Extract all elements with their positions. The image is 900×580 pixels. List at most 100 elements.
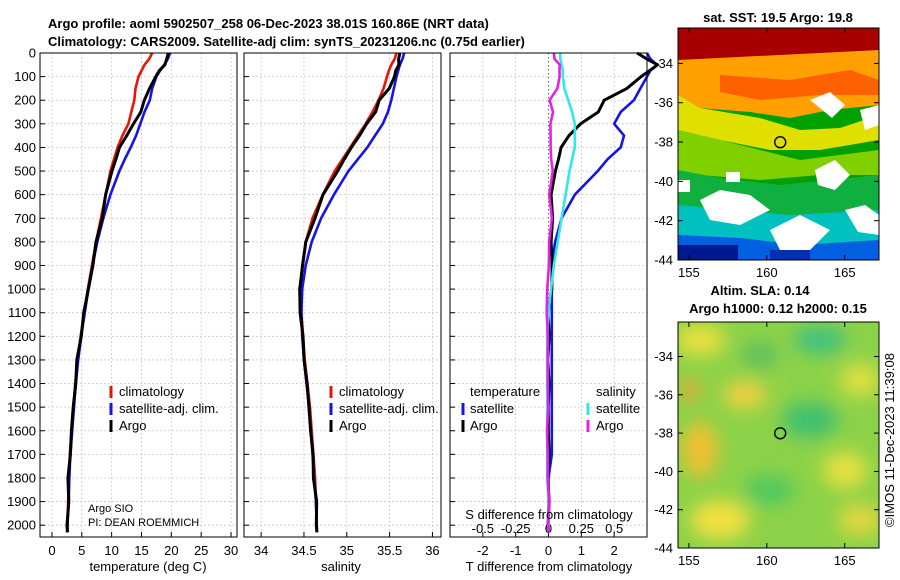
map-x-tick-label: 165 (834, 265, 856, 280)
plot-frame (449, 52, 648, 538)
depth-tick-label: 200 (14, 93, 36, 108)
map-y-tick-label: -36 (654, 95, 673, 110)
depth-tick-label: 1300 (7, 352, 36, 367)
series-line-s-argo (545, 52, 561, 533)
legend-label-argo: Argo (119, 418, 146, 433)
map-y-tick-label: -34 (654, 349, 673, 364)
difference-legend: temperature satellite Argo salinity sate… (461, 384, 640, 433)
map-y-tick-label: -44 (654, 253, 673, 268)
x2-tick-label: 0.25 (569, 521, 594, 536)
depth-tick-label: 1000 (7, 282, 36, 297)
map-y-tick-label: -38 (654, 426, 673, 441)
credit-institution: Argo SIO (88, 503, 134, 515)
temperature-legend: climatology satellite-adj. clim. Argo (109, 384, 219, 433)
sla-map-axes: 155 160 165 -34 -36 -38 -40 -42 -44 (654, 322, 879, 568)
depth-tick-label: 1900 (7, 494, 36, 509)
x-tick-label: 25 (194, 543, 208, 558)
series-line-t-argo (546, 51, 660, 533)
x-tick-label: 2 (611, 543, 618, 558)
float-position-marker (774, 136, 787, 149)
x-tick-label: 0 (545, 543, 552, 558)
temperature-xlabel: temperature (deg C) (89, 559, 206, 574)
depth-tick-label: 400 (14, 140, 36, 155)
credit-pi: PI: DEAN ROEMMICH (88, 517, 199, 529)
figure-title-line1: Argo profile: aoml 5902507_258 06-Dec-20… (48, 16, 489, 31)
x-tick-label: 15 (134, 543, 148, 558)
depth-tick-label: 800 (14, 234, 36, 249)
depth-tick-label: 700 (14, 211, 36, 226)
legend-label-argo: Argo (339, 418, 366, 433)
x-tick-label: -2 (477, 543, 489, 558)
x-tick-label: 20 (164, 543, 178, 558)
series-line-t-satellite (547, 52, 659, 533)
salinity-legend: climatology satellite-adj. clim. Argo (329, 384, 439, 433)
x-tick-label: 5 (78, 543, 85, 558)
legend-title-salinity: salinity (596, 384, 636, 399)
plot-frame (39, 52, 238, 538)
x2-tick-label: -0.25 (501, 521, 531, 536)
map-x-tick-label: 155 (678, 553, 700, 568)
map-y-tick-label: -40 (654, 174, 673, 189)
imos-watermark: ©IMOS 11-Dec-2023 11:39:08 (882, 353, 897, 527)
map-x-tick-label: 160 (756, 265, 778, 280)
depth-tick-label: 2000 (7, 518, 36, 533)
legend-label-satellite: satellite-adj. clim. (339, 401, 439, 416)
legend-label-climatology: climatology (339, 384, 405, 399)
x-tick-label: 10 (104, 543, 118, 558)
x2-tick-label: 0.5 (605, 521, 623, 536)
depth-tick-label: 1700 (7, 447, 36, 462)
depth-tick-label: 300 (14, 116, 36, 131)
legend-title-temperature: temperature (470, 384, 540, 399)
sla-map-title: Altim. SLA: 0.14 (711, 283, 811, 298)
sla-map-title2: Argo h1000: 0.12 h2000: 0.15 (689, 301, 867, 316)
x-tick-label: 34.5 (291, 543, 316, 558)
plot-frame (243, 52, 442, 538)
map-y-tick-label: -44 (654, 541, 673, 556)
map-x-tick-label: 165 (834, 553, 856, 568)
legend-label-climatology: climatology (119, 384, 185, 399)
map-y-tick-label: -36 (654, 387, 673, 402)
salinity-panel: 34 34.5 35 35.5 36 (243, 52, 442, 558)
x-tick-label: 0 (48, 543, 55, 558)
x-tick-label: 35.5 (377, 543, 402, 558)
x-tick-label: 34 (254, 543, 268, 558)
legend-label-satellite: satellite-adj. clim. (119, 401, 219, 416)
depth-tick-label: 1500 (7, 400, 36, 415)
map-y-tick-label: -42 (654, 213, 673, 228)
x-tick-label: 30 (224, 543, 238, 558)
x-tick-label: 36 (425, 543, 439, 558)
map-y-tick-label: -42 (654, 502, 673, 517)
difference-panel: -2 -1 0 1 2-0.5 -0.25 0 0.25 0.5 (449, 51, 660, 558)
x2-tick-label: -0.5 (472, 521, 494, 536)
sst-map-frame (677, 27, 880, 261)
series-line-satellite-adj-clim- (300, 52, 406, 533)
sst-map-title: sat. SST: 19.5 Argo: 19.8 (703, 10, 853, 25)
series-line-argo (298, 52, 402, 533)
depth-tick-label: 900 (14, 258, 36, 273)
depth-tick-label: 1200 (7, 329, 36, 344)
x-tick-label: 35 (340, 543, 354, 558)
temperature-panel: 0 5 10 15 20 25 300100200300400500600700800900… (7, 46, 238, 559)
sla-map-image (678, 322, 879, 548)
series-line-argo (65, 52, 170, 533)
legend-label-t-satellite: satellite (470, 401, 514, 416)
difference-x2label: S difference from climatology (465, 507, 633, 522)
difference-xlabel: T difference from climatology (466, 559, 633, 574)
map-y-tick-label: -34 (654, 56, 673, 71)
depth-tick-label: 500 (14, 164, 36, 179)
salinity-xlabel: salinity (321, 559, 361, 574)
float-position-marker (774, 427, 787, 440)
sla-map-frame (677, 321, 880, 549)
depth-tick-label: 1100 (8, 305, 36, 320)
map-y-tick-label: -38 (654, 135, 673, 150)
sst-map-axes: 155 160 165 -34 -36 -38 -40 -42 -44 (654, 28, 879, 280)
map-x-tick-label: 155 (678, 265, 700, 280)
figure-title-line2: Climatology: CARS2009. Satellite-adj cli… (48, 34, 525, 49)
legend-label-s-argo: Argo (596, 418, 623, 433)
sst-map-image (678, 28, 879, 260)
depth-tick-label: 1600 (7, 423, 36, 438)
x-tick-label: 1 (578, 543, 585, 558)
x-tick-label: -1 (510, 543, 522, 558)
depth-tick-label: 100 (14, 69, 36, 84)
